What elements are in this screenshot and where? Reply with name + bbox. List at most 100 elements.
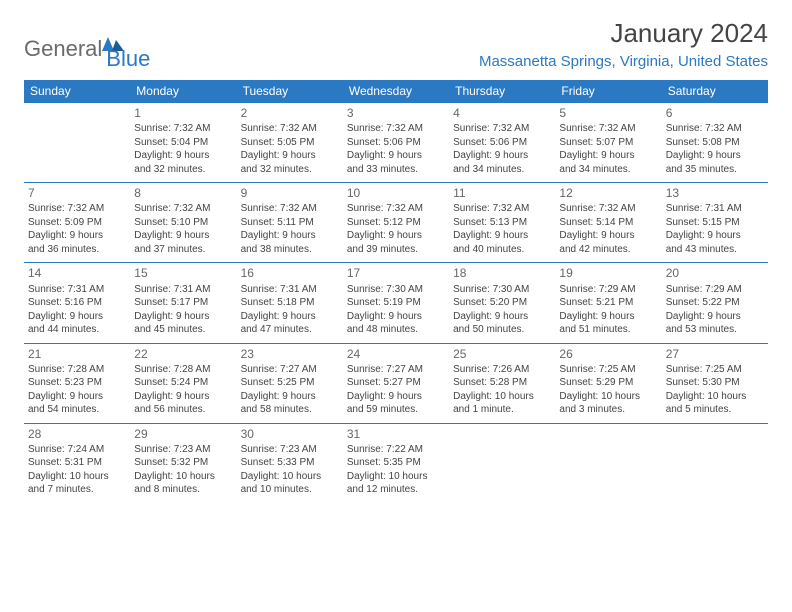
- header: General Blue January 2024 Massanetta Spr…: [24, 18, 768, 72]
- day-d2: and 34 minutes.: [559, 163, 657, 177]
- dayhead-sun: Sunday: [24, 80, 130, 103]
- day-number: 29: [134, 426, 232, 442]
- day-sr: Sunrise: 7:32 AM: [453, 122, 551, 136]
- day-number: 23: [241, 346, 339, 362]
- day-d1: Daylight: 9 hours: [241, 229, 339, 243]
- day-sr: Sunrise: 7:32 AM: [241, 202, 339, 216]
- day-cell: 12Sunrise: 7:32 AMSunset: 5:14 PMDayligh…: [555, 183, 661, 263]
- day-cell: 23Sunrise: 7:27 AMSunset: 5:25 PMDayligh…: [237, 343, 343, 423]
- day-ss: Sunset: 5:08 PM: [666, 136, 764, 150]
- day-cell: 26Sunrise: 7:25 AMSunset: 5:29 PMDayligh…: [555, 343, 661, 423]
- day-cell: [662, 423, 768, 503]
- day-number: 11: [453, 185, 551, 201]
- day-d1: Daylight: 10 hours: [559, 390, 657, 404]
- day-d1: Daylight: 9 hours: [134, 310, 232, 324]
- day-d1: Daylight: 10 hours: [347, 470, 445, 484]
- day-ss: Sunset: 5:13 PM: [453, 216, 551, 230]
- day-ss: Sunset: 5:21 PM: [559, 296, 657, 310]
- day-d1: Daylight: 9 hours: [347, 229, 445, 243]
- day-ss: Sunset: 5:22 PM: [666, 296, 764, 310]
- day-d2: and 33 minutes.: [347, 163, 445, 177]
- day-d2: and 50 minutes.: [453, 323, 551, 337]
- day-ss: Sunset: 5:17 PM: [134, 296, 232, 310]
- day-cell: 7Sunrise: 7:32 AMSunset: 5:09 PMDaylight…: [24, 183, 130, 263]
- day-ss: Sunset: 5:06 PM: [347, 136, 445, 150]
- day-sr: Sunrise: 7:32 AM: [28, 202, 126, 216]
- day-d2: and 32 minutes.: [241, 163, 339, 177]
- day-d2: and 35 minutes.: [666, 163, 764, 177]
- day-d1: Daylight: 9 hours: [666, 229, 764, 243]
- day-sr: Sunrise: 7:31 AM: [241, 283, 339, 297]
- day-ss: Sunset: 5:28 PM: [453, 376, 551, 390]
- week-row: 28Sunrise: 7:24 AMSunset: 5:31 PMDayligh…: [24, 423, 768, 503]
- day-cell: 28Sunrise: 7:24 AMSunset: 5:31 PMDayligh…: [24, 423, 130, 503]
- day-cell: 19Sunrise: 7:29 AMSunset: 5:21 PMDayligh…: [555, 263, 661, 343]
- day-d2: and 34 minutes.: [453, 163, 551, 177]
- day-d2: and 36 minutes.: [28, 243, 126, 257]
- day-number: 24: [347, 346, 445, 362]
- day-cell: 10Sunrise: 7:32 AMSunset: 5:12 PMDayligh…: [343, 183, 449, 263]
- day-sr: Sunrise: 7:32 AM: [666, 122, 764, 136]
- day-d1: Daylight: 10 hours: [666, 390, 764, 404]
- day-number: 25: [453, 346, 551, 362]
- day-d2: and 45 minutes.: [134, 323, 232, 337]
- day-number: 21: [28, 346, 126, 362]
- day-d1: Daylight: 9 hours: [347, 310, 445, 324]
- day-d1: Daylight: 9 hours: [347, 390, 445, 404]
- day-ss: Sunset: 5:29 PM: [559, 376, 657, 390]
- day-d2: and 48 minutes.: [347, 323, 445, 337]
- day-d2: and 39 minutes.: [347, 243, 445, 257]
- day-d2: and 59 minutes.: [347, 403, 445, 417]
- day-d1: Daylight: 9 hours: [453, 149, 551, 163]
- day-number: 20: [666, 265, 764, 281]
- week-row: 7Sunrise: 7:32 AMSunset: 5:09 PMDaylight…: [24, 183, 768, 263]
- week-row: 14Sunrise: 7:31 AMSunset: 5:16 PMDayligh…: [24, 263, 768, 343]
- day-number: 15: [134, 265, 232, 281]
- day-d2: and 40 minutes.: [453, 243, 551, 257]
- day-d1: Daylight: 9 hours: [666, 149, 764, 163]
- day-d2: and 10 minutes.: [241, 483, 339, 497]
- day-sr: Sunrise: 7:31 AM: [28, 283, 126, 297]
- day-number: 4: [453, 105, 551, 121]
- location-subtitle: Massanetta Springs, Virginia, United Sta…: [479, 53, 768, 70]
- day-number: 16: [241, 265, 339, 281]
- day-d1: Daylight: 9 hours: [241, 149, 339, 163]
- day-ss: Sunset: 5:18 PM: [241, 296, 339, 310]
- day-number: 8: [134, 185, 232, 201]
- day-cell: 30Sunrise: 7:23 AMSunset: 5:33 PMDayligh…: [237, 423, 343, 503]
- day-d2: and 37 minutes.: [134, 243, 232, 257]
- day-ss: Sunset: 5:19 PM: [347, 296, 445, 310]
- day-d2: and 3 minutes.: [559, 403, 657, 417]
- dayhead-sat: Saturday: [662, 80, 768, 103]
- day-number: 5: [559, 105, 657, 121]
- day-cell: 14Sunrise: 7:31 AMSunset: 5:16 PMDayligh…: [24, 263, 130, 343]
- day-sr: Sunrise: 7:27 AM: [241, 363, 339, 377]
- day-ss: Sunset: 5:15 PM: [666, 216, 764, 230]
- day-ss: Sunset: 5:11 PM: [241, 216, 339, 230]
- day-ss: Sunset: 5:12 PM: [347, 216, 445, 230]
- day-d1: Daylight: 10 hours: [134, 470, 232, 484]
- day-ss: Sunset: 5:30 PM: [666, 376, 764, 390]
- month-title: January 2024: [479, 18, 768, 49]
- day-number: 17: [347, 265, 445, 281]
- day-cell: 8Sunrise: 7:32 AMSunset: 5:10 PMDaylight…: [130, 183, 236, 263]
- day-number: 13: [666, 185, 764, 201]
- day-cell: 9Sunrise: 7:32 AMSunset: 5:11 PMDaylight…: [237, 183, 343, 263]
- day-sr: Sunrise: 7:26 AM: [453, 363, 551, 377]
- day-cell: 4Sunrise: 7:32 AMSunset: 5:06 PMDaylight…: [449, 103, 555, 183]
- day-ss: Sunset: 5:31 PM: [28, 456, 126, 470]
- day-ss: Sunset: 5:04 PM: [134, 136, 232, 150]
- day-sr: Sunrise: 7:23 AM: [241, 443, 339, 457]
- day-sr: Sunrise: 7:25 AM: [666, 363, 764, 377]
- day-cell: [449, 423, 555, 503]
- day-sr: Sunrise: 7:32 AM: [453, 202, 551, 216]
- day-cell: 13Sunrise: 7:31 AMSunset: 5:15 PMDayligh…: [662, 183, 768, 263]
- dayhead-tue: Tuesday: [237, 80, 343, 103]
- day-cell: 11Sunrise: 7:32 AMSunset: 5:13 PMDayligh…: [449, 183, 555, 263]
- day-sr: Sunrise: 7:31 AM: [134, 283, 232, 297]
- day-sr: Sunrise: 7:32 AM: [134, 122, 232, 136]
- day-d2: and 51 minutes.: [559, 323, 657, 337]
- day-d1: Daylight: 10 hours: [453, 390, 551, 404]
- day-number: 22: [134, 346, 232, 362]
- day-number: 28: [28, 426, 126, 442]
